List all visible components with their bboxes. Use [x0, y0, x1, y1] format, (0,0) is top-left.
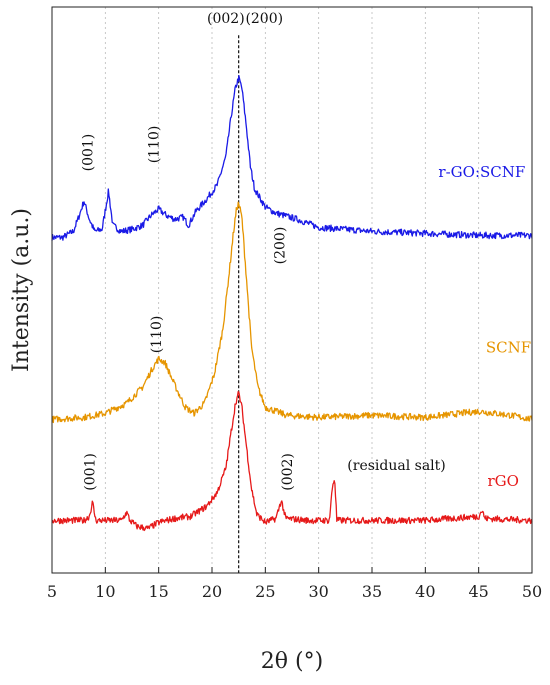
series-line	[51, 390, 533, 532]
x-tick-label: 25	[255, 582, 275, 601]
peak-annotation: (001)	[83, 453, 99, 491]
x-tick-label: 15	[148, 582, 168, 601]
x-tick-label: 40	[415, 582, 435, 601]
x-tick-label: 30	[308, 582, 328, 601]
series-label: r-GO:SCNF	[438, 163, 525, 181]
peak-annotation: (200)	[245, 11, 283, 27]
x-tick-label: 50	[522, 582, 542, 601]
peak-annotation: (001)	[81, 134, 97, 172]
peak-annotation: (residual salt)	[347, 458, 445, 474]
series-label: SCNF	[486, 339, 531, 357]
peak-annotation: (200)	[273, 227, 289, 265]
x-axis-ticks: 5 10 15 20 25 30 35 40 45 50	[47, 567, 542, 601]
x-tick-label: 35	[362, 582, 382, 601]
peak-annotation: (002)	[280, 453, 296, 491]
x-tick-label: 20	[202, 582, 222, 601]
peak-annotation: (002)	[207, 11, 245, 27]
y-axis-title: Intensity (a.u.)	[9, 208, 34, 372]
series-label: rGO	[487, 472, 518, 490]
series-layer	[51, 75, 533, 532]
peak-annotation: (110)	[149, 316, 165, 354]
x-tick-label: 10	[95, 582, 115, 601]
grid-lines	[104, 7, 480, 573]
x-tick-label: 5	[47, 582, 57, 601]
plot-frame	[51, 6, 533, 574]
x-tick-label: 45	[468, 582, 488, 601]
peak-annotation: (110)	[147, 126, 163, 164]
annotation-layer: (001) (110)(002) (200)(200)(110)(001) (002)…	[81, 11, 532, 491]
series-line	[51, 201, 533, 424]
x-axis-title: 2θ (°)	[261, 649, 323, 674]
series-line	[51, 75, 533, 241]
